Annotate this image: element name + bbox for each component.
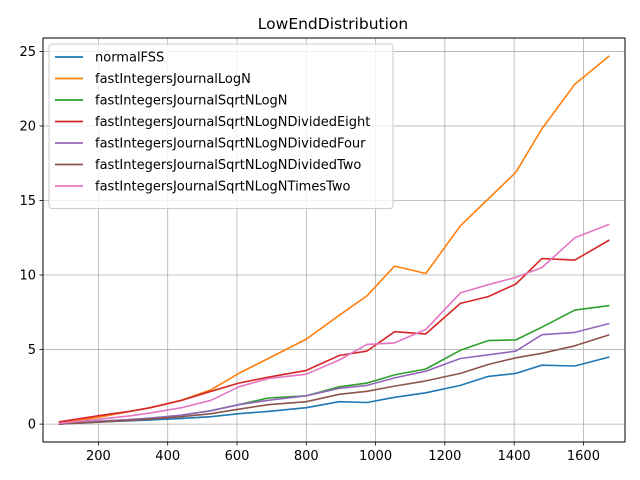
legend-label: fastIntegersJournalSqrtNLogNDividedTwo: [95, 158, 361, 173]
series-line-3: [58, 239, 610, 423]
series-line-6: [58, 223, 610, 425]
y-tick-label: 15: [19, 194, 36, 209]
y-tick-label: 0: [28, 418, 36, 433]
series-line-2: [58, 304, 610, 425]
series-lines: [58, 55, 610, 425]
legend-label: fastIntegersJournalSqrtNLogNTimesTwo: [95, 180, 351, 195]
legend-label: fastIntegersJournalSqrtNLogNDividedFour: [95, 137, 366, 152]
legend-label: normalFSS: [95, 51, 164, 66]
x-tick-label: 1000: [359, 449, 392, 464]
y-tick-label: 5: [28, 343, 36, 358]
x-tick-label: 1600: [567, 449, 600, 464]
series-line-5: [58, 333, 610, 425]
series-line-0: [58, 356, 610, 425]
x-tick-label: 400: [155, 449, 180, 464]
x-tick-label: 1400: [498, 449, 531, 464]
legend: normalFSS fastIntegersJournalLogN fastInte…: [48, 43, 394, 209]
y-tick-label: 25: [19, 45, 36, 60]
legend-label: fastIntegersJournalLogN: [95, 72, 251, 87]
legend-box: [48, 43, 394, 209]
x-tick-label: 1200: [428, 449, 461, 464]
x-tick-label: 600: [225, 449, 250, 464]
x-axis: 200 400 600 800 1000 1200 1400 1600: [86, 442, 600, 464]
x-tick-label: 800: [294, 449, 319, 464]
y-tick-label: 10: [19, 269, 36, 284]
x-tick-label: 200: [86, 449, 111, 464]
plot-frame: [42, 37, 626, 443]
chart-title: LowEndDistribution: [258, 15, 408, 33]
y-tick-label: 20: [19, 119, 36, 134]
y-axis: 0 5 10 15 20 25: [19, 45, 43, 433]
legend-label: fastIntegersJournalSqrtNLogN: [95, 94, 288, 109]
legend-label: fastIntegersJournalSqrtNLogNDividedEight: [95, 115, 370, 130]
